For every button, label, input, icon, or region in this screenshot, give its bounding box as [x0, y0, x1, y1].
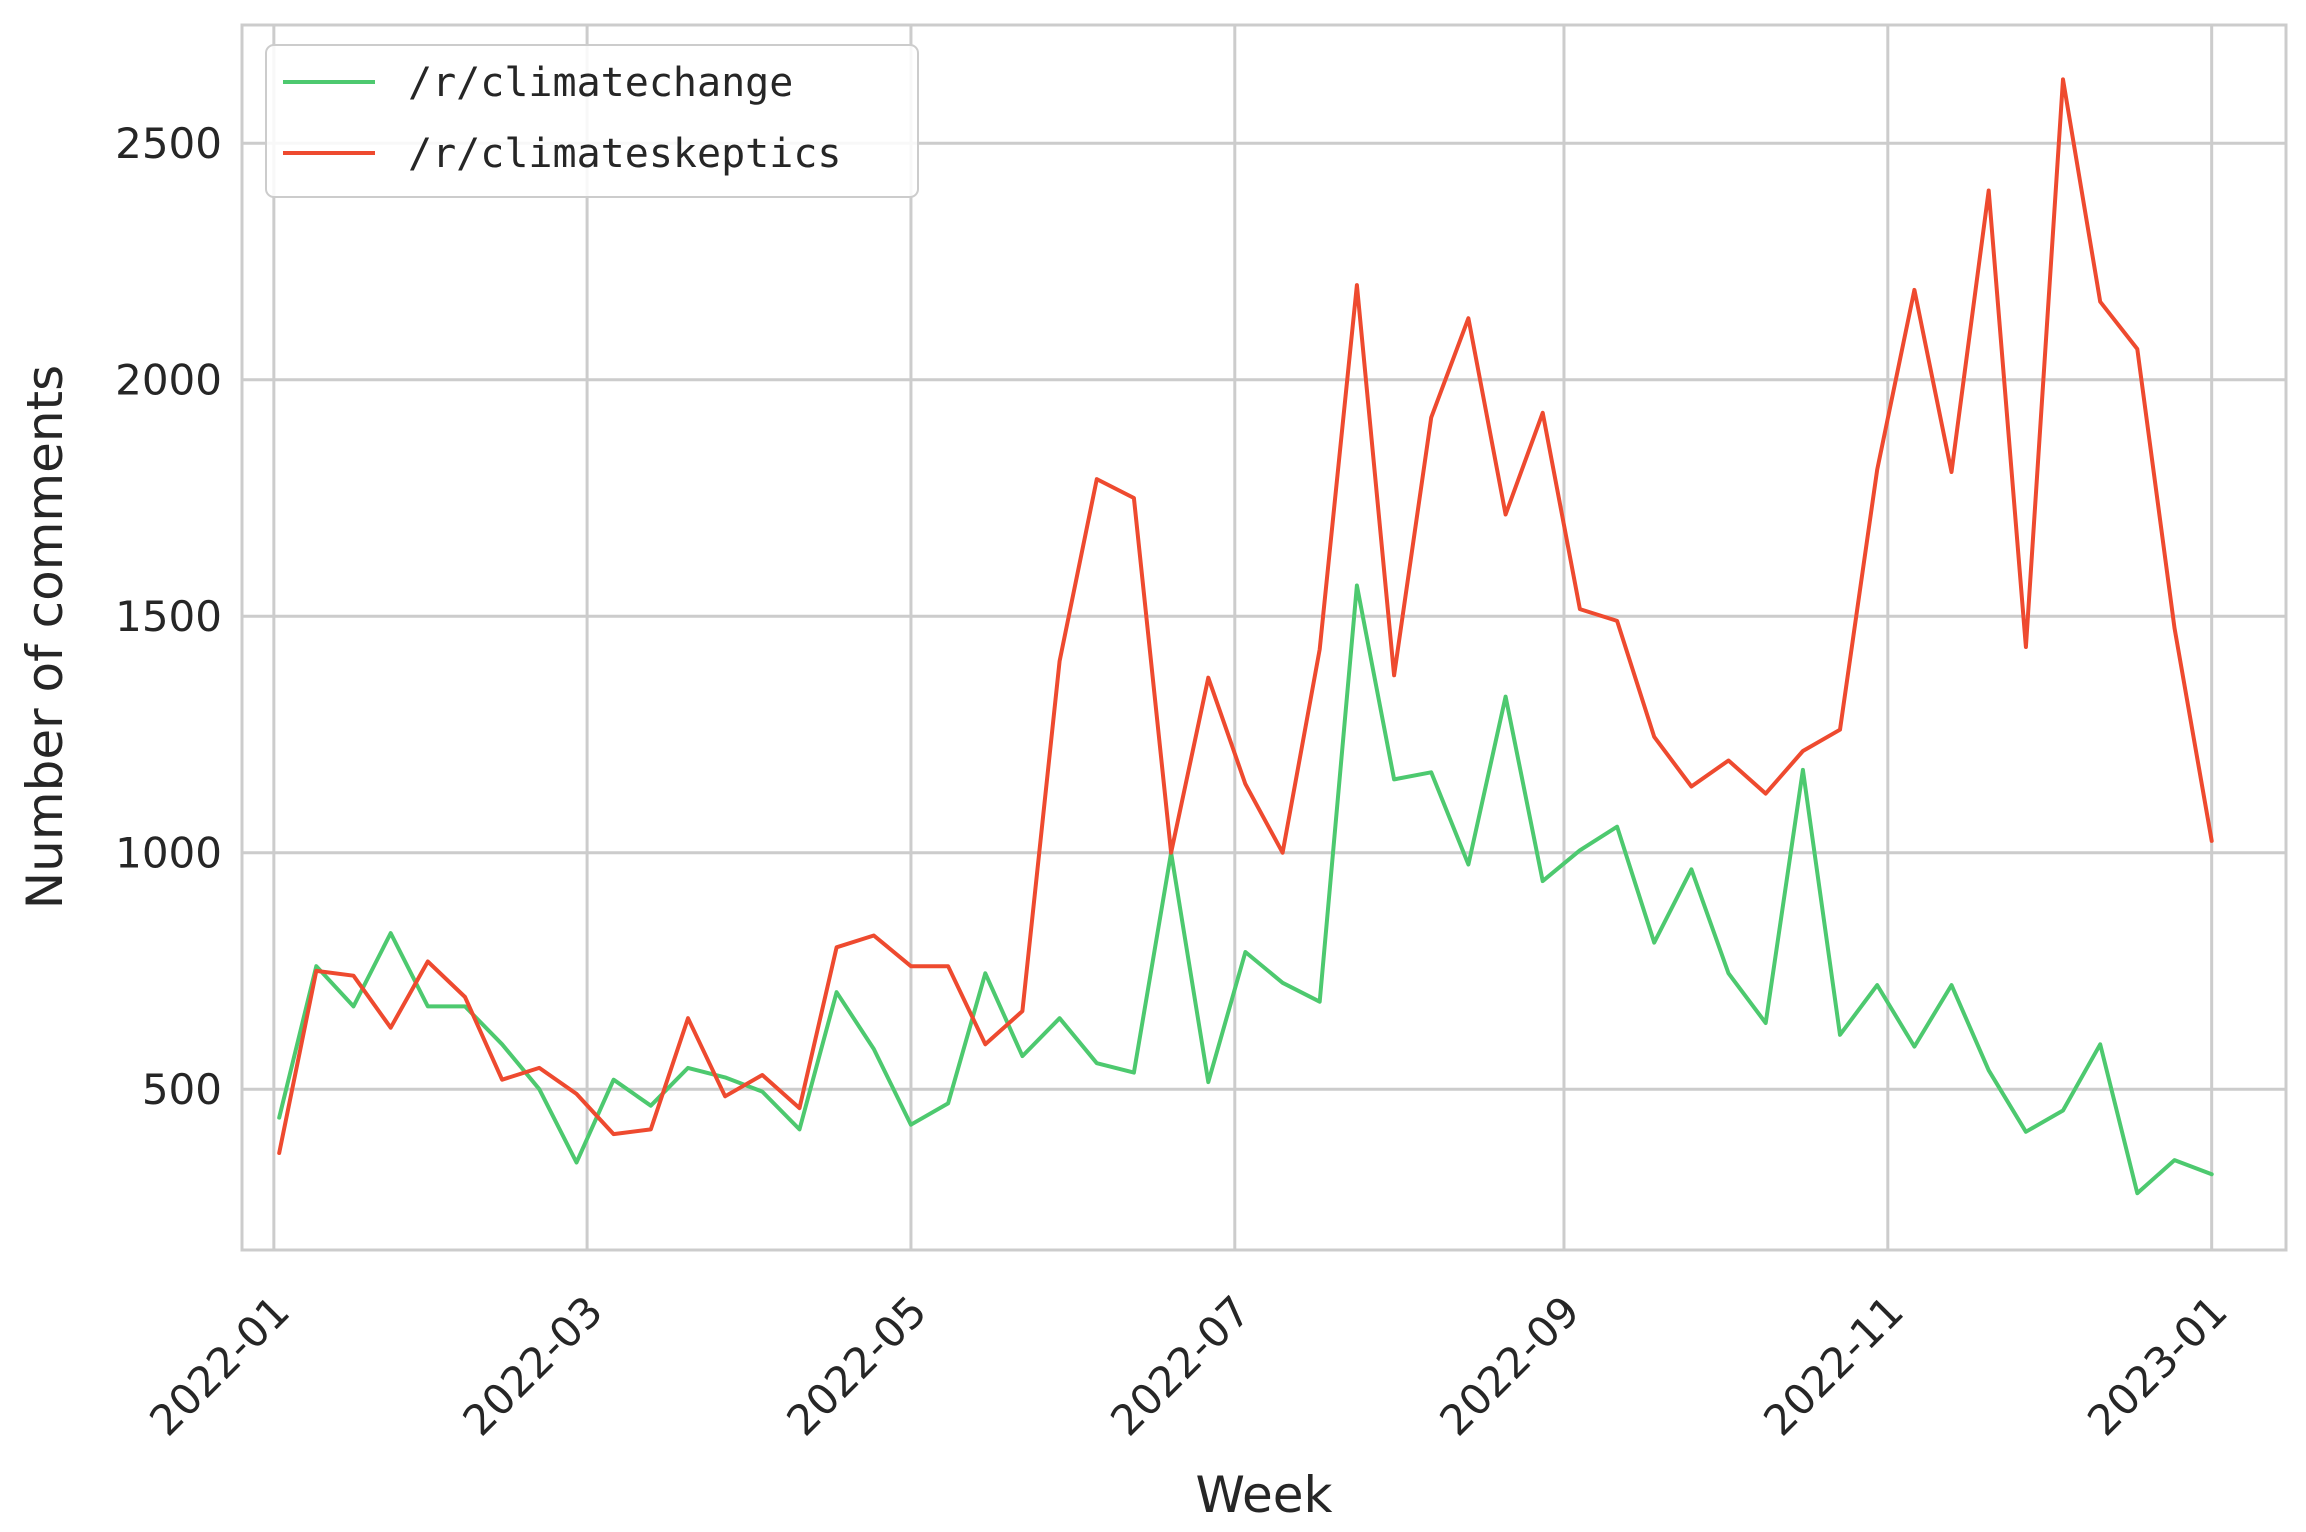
legend: /r/climatechange /r/climateskeptics [265, 44, 919, 198]
series-layer [277, 77, 2214, 1196]
plot-frame [240, 23, 2288, 1252]
legend-box [265, 44, 919, 198]
series-r-climatechange [277, 583, 2214, 1196]
series-r-climateskeptics [277, 77, 2214, 1155]
y-tick-label: 1500 [115, 592, 222, 641]
legend-label-climateskeptics: /r/climateskeptics [408, 131, 841, 177]
x-axis-label: Week [1196, 1466, 1333, 1524]
y-tick-label: 500 [142, 1065, 222, 1114]
y-tick-label: 1000 [115, 829, 222, 878]
y-tick-label: 2500 [115, 119, 222, 168]
y-tick-label: 2000 [115, 356, 222, 405]
y-axis-label: Number of comments [16, 365, 74, 909]
legend-label-climatechange: /r/climatechange [408, 60, 793, 106]
y-tick-labels: 500 1000 1500 2000 2500 [115, 119, 222, 1114]
